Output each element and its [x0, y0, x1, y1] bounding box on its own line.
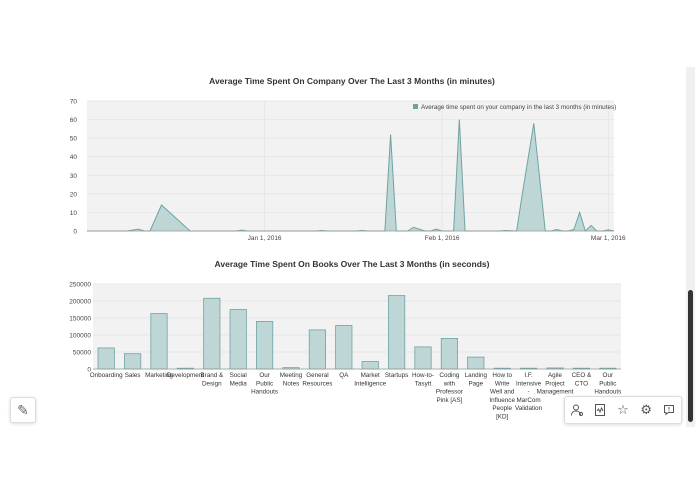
x-tick-label: Social Media — [230, 372, 248, 387]
x-tick-label: Sales — [125, 372, 141, 379]
floating-toolbar: ☆ ⚙ — [564, 396, 682, 424]
y-tick-label: 250000 — [69, 282, 91, 289]
company-time-chart — [87, 100, 615, 232]
user-settings-icon[interactable] — [565, 397, 588, 423]
chart2-y-axis: 250000 200000 150000 100000 50000 0 — [69, 282, 91, 374]
bar — [229, 309, 247, 370]
chart2-plot-area — [93, 284, 621, 369]
x-tick-label: Landing Page — [465, 372, 488, 387]
legend-swatch — [413, 104, 418, 109]
gear-icon[interactable]: ⚙ — [640, 402, 653, 417]
chart1-title: Average Time Spent On Company Over The L… — [209, 76, 495, 86]
y-tick-label: 50000 — [73, 350, 91, 357]
x-tick-label: Startups — [385, 372, 408, 379]
bar — [361, 361, 379, 370]
y-tick-label: 20 — [70, 191, 78, 198]
activity-report-icon[interactable] — [588, 397, 611, 423]
chart1-legend: Average time spent on your company in th… — [413, 104, 616, 111]
x-tick-label: Feb 1, 2016 — [425, 235, 460, 242]
chart2-x-axis: Onboarding Sales MarketingDevelopmentBrand… — [90, 372, 622, 421]
y-tick-label: 150000 — [69, 316, 91, 323]
y-tick-label: 10 — [70, 210, 78, 217]
x-tick-label: I.F. Intensive -MarCom Validation — [515, 372, 543, 412]
chart2-title: Average Time Spent On Books Over The Las… — [215, 259, 490, 269]
bar — [97, 347, 115, 370]
x-tick-label: Brand & Design — [200, 372, 224, 387]
x-tick-label: Our Public Handouts — [251, 372, 278, 396]
bar — [124, 353, 142, 370]
x-tick-label: Development — [167, 372, 204, 379]
bar — [308, 329, 326, 370]
x-tick-label: Marketing — [145, 372, 173, 379]
edit-button[interactable]: ✎ — [10, 397, 36, 423]
y-tick-label: 70 — [70, 99, 78, 106]
bar — [414, 346, 432, 370]
x-tick-label: Agile Project Management — [537, 372, 574, 396]
x-tick-label: Market Intelligence — [354, 372, 386, 387]
bar — [203, 297, 221, 370]
x-tick-label: Mar 1, 2016 — [591, 235, 626, 242]
bar — [256, 320, 274, 370]
bar — [467, 356, 485, 370]
chat-icon[interactable] — [658, 397, 681, 423]
x-tick-label: Coding with Professor Pink [AS] — [436, 372, 463, 404]
x-tick-label: How to Write Well and Influence People [KD] — [489, 372, 515, 421]
y-tick-label: 200000 — [69, 299, 91, 306]
bar — [388, 295, 406, 370]
charts-canvas: Average Time Spent On Company Over The L… — [69, 76, 626, 421]
bar — [440, 337, 458, 370]
chart1-y-axis: 70 60 50 40 30 20 10 0 — [70, 99, 78, 236]
star-icon[interactable]: ☆ — [617, 402, 629, 417]
y-tick-label: 50 — [70, 136, 78, 143]
y-tick-label: 60 — [70, 117, 78, 124]
bar — [335, 325, 353, 370]
x-tick-label: General Resources — [302, 372, 332, 387]
books-time-chart — [93, 283, 621, 370]
y-tick-label: 40 — [70, 154, 78, 161]
y-tick-label: 100000 — [69, 333, 91, 340]
pencil-icon: ✎ — [17, 401, 29, 418]
y-tick-label: 0 — [87, 367, 91, 374]
y-tick-label: 0 — [73, 229, 77, 236]
chart1-x-axis: Jan 1, 2016 Feb 1, 2016 Mar 1, 2016 — [248, 235, 626, 242]
x-tick-label: Meeting Notes — [280, 372, 303, 387]
legend-label: Average time spent on your company in th… — [421, 104, 616, 111]
x-tick-label: How-to-Tasytt — [412, 372, 434, 387]
series-line — [87, 119, 615, 232]
bar — [150, 313, 168, 370]
x-tick-label: QA — [339, 372, 349, 379]
x-tick-label: Our Public Handouts — [594, 372, 621, 396]
x-tick-label: Onboarding — [90, 372, 123, 379]
x-tick-label: Jan 1, 2016 — [248, 235, 282, 242]
scrollbar-thumb[interactable] — [688, 290, 693, 422]
scrollbar-track[interactable] — [686, 67, 695, 427]
y-tick-label: 30 — [70, 173, 78, 180]
x-tick-label: CEO & CTO — [572, 372, 592, 387]
dashboard-viewport: Average Time Spent On Company Over The L… — [0, 67, 695, 427]
